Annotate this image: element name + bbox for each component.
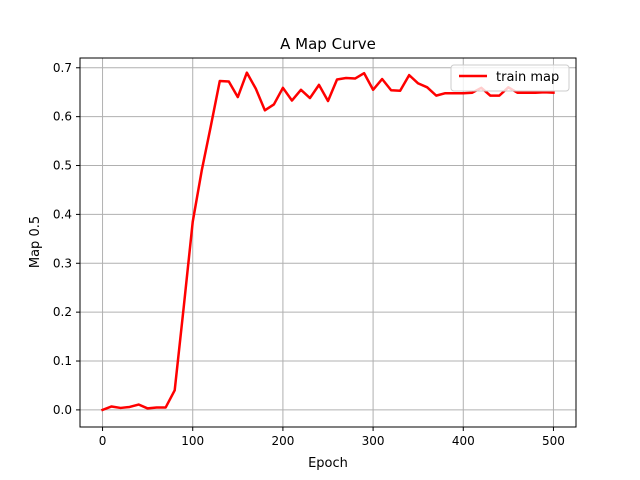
y-tick-label: 0.0 bbox=[53, 403, 72, 417]
legend: train map bbox=[450, 64, 570, 92]
x-tick-label: 200 bbox=[271, 434, 294, 448]
x-tick-label: 300 bbox=[362, 434, 385, 448]
legend-box bbox=[450, 64, 570, 92]
legend-label: train map bbox=[496, 70, 559, 85]
x-tick-label: 100 bbox=[181, 434, 204, 448]
chart-title: A Map Curve bbox=[280, 35, 376, 53]
axis-ticks: 0 100 200 300 400 500 0.0 0.1 0.2 0.3 0.4 0.5 0.6 0.7 bbox=[53, 61, 565, 448]
x-tick-label: 500 bbox=[542, 434, 565, 448]
x-tick-label: 0 bbox=[99, 434, 107, 448]
x-axis-label: Epoch bbox=[308, 456, 348, 471]
y-axis-label: Map 0.5 bbox=[28, 216, 43, 268]
y-tick-label: 0.3 bbox=[53, 256, 72, 270]
y-tick-label: 0.4 bbox=[53, 207, 72, 221]
y-tick-label: 0.5 bbox=[53, 159, 72, 173]
y-tick-label: 0.7 bbox=[53, 61, 72, 75]
grid-lines bbox=[80, 58, 576, 427]
plot-area-frame bbox=[79, 57, 577, 428]
y-tick-label: 0.1 bbox=[53, 354, 72, 368]
y-tick-label: 0.2 bbox=[53, 305, 72, 319]
y-tick-label: 0.6 bbox=[53, 110, 72, 124]
x-tick-label: 400 bbox=[452, 434, 475, 448]
